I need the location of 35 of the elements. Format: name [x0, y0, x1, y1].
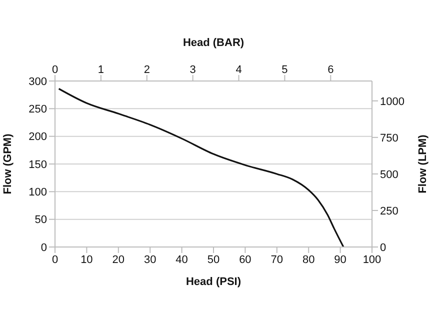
x-tick-label: 0 [52, 254, 58, 266]
x2-tick-label: 1 [98, 64, 104, 76]
x2-tick-label: 4 [236, 64, 242, 76]
x-tick-label: 20 [112, 254, 125, 266]
y-tick-label: 150 [28, 158, 47, 171]
x-tick-label: 70 [270, 254, 284, 266]
x2-tick-label: 3 [190, 64, 196, 76]
x-tick-label: 30 [144, 254, 156, 266]
y2-tick-label: 1000 [380, 96, 404, 108]
x2-tick-label: 6 [328, 64, 334, 76]
y-tick-label: 0 [40, 242, 47, 254]
x-tick-label: 50 [207, 254, 220, 266]
x2-tick-label: 2 [144, 64, 150, 76]
x-tick-label: 90 [334, 254, 346, 266]
line-series [58, 88, 344, 247]
y2-tick-label: 250 [380, 205, 398, 218]
y-tick-label: 250 [28, 104, 47, 116]
x2-tick-label: 0 [52, 64, 58, 76]
y2-axis-title: Flow (LPM) [416, 134, 429, 194]
x-tick-label: 40 [176, 254, 188, 266]
y2-tick-label: 500 [380, 168, 398, 181]
x-tick-label: 80 [302, 254, 315, 266]
x2-axis-title: Head (BAR) [182, 36, 244, 49]
y2-tick-label: 0 [380, 242, 386, 254]
x-tick-label: 60 [239, 254, 252, 266]
y-axis-title: Flow (GPM) [2, 133, 14, 194]
y-tick-label: 50 [34, 214, 47, 226]
x-axis-title: Head (PSI) [186, 276, 242, 288]
x-tick-label: 100 [362, 254, 382, 266]
y2-tick-label: 750 [380, 132, 398, 144]
x2-tick-label: 5 [282, 64, 288, 76]
x-tick-label: 10 [80, 254, 93, 266]
y-tick-label: 300 [28, 76, 47, 88]
y-tick-label: 100 [28, 186, 47, 199]
y-tick-label: 200 [28, 131, 47, 144]
